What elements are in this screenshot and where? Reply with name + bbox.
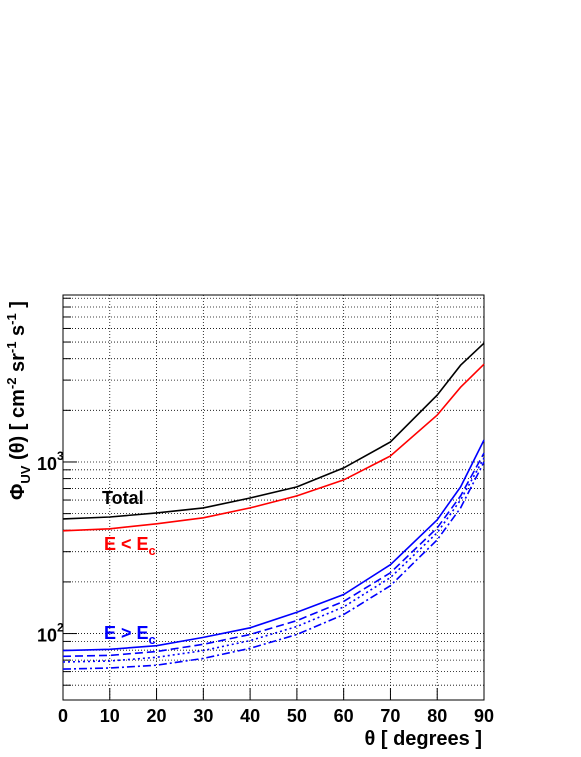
series-line — [62, 452, 485, 658]
x-tick-label: 10 — [100, 706, 120, 726]
curve-label-text: Total — [102, 488, 144, 508]
y-axis-title-part: -1 — [4, 342, 19, 354]
series-line — [62, 457, 485, 663]
curve-label-sub: c — [149, 543, 156, 558]
y-tick-label: 10 — [37, 626, 57, 646]
series-line — [62, 342, 485, 520]
y-axis-title-part: s — [7, 325, 29, 342]
y-axis-title-part: UV — [18, 465, 33, 483]
y-axis-title-part: Φ — [7, 484, 29, 500]
x-axis-title: θ [ degrees ] — [364, 728, 482, 750]
y-axis-title-part: ] — [7, 301, 29, 313]
x-tick-label: 0 — [58, 706, 68, 726]
y-axis-title-part: -1 — [4, 313, 19, 325]
plot-frame — [62, 294, 485, 701]
curve-label-text: E < E — [104, 534, 149, 554]
curve-label: Total — [102, 488, 144, 508]
x-tick-label: 80 — [427, 706, 447, 726]
y-axis-title-part: (θ) [ cm — [7, 389, 29, 465]
curve-label-sub: c — [149, 632, 156, 647]
y-tick-label: 10 — [37, 454, 57, 474]
y-axis-title-part: -2 — [4, 378, 19, 390]
curve-label: E > Ec — [104, 623, 156, 647]
x-tick-label: 50 — [287, 706, 307, 726]
x-tick-label: 40 — [240, 706, 260, 726]
series-line — [62, 363, 485, 532]
series-line — [62, 461, 485, 670]
curve-label: E < Ec — [104, 534, 156, 558]
x-tick-label: 90 — [474, 706, 494, 726]
x-tick-label: 60 — [334, 706, 354, 726]
y-axis-title-part: sr — [7, 353, 29, 378]
x-tick-label: 20 — [147, 706, 167, 726]
series-line — [62, 439, 485, 652]
y-tick-exponent: 2 — [57, 621, 64, 635]
x-tick-label: 30 — [193, 706, 213, 726]
y-axis-title: ΦUV (θ) [ cm-2 sr-1 s-1 ] — [4, 301, 33, 500]
curve-label-text: E > E — [104, 623, 149, 643]
x-tick-label: 70 — [380, 706, 400, 726]
y-tick-exponent: 3 — [57, 449, 64, 463]
